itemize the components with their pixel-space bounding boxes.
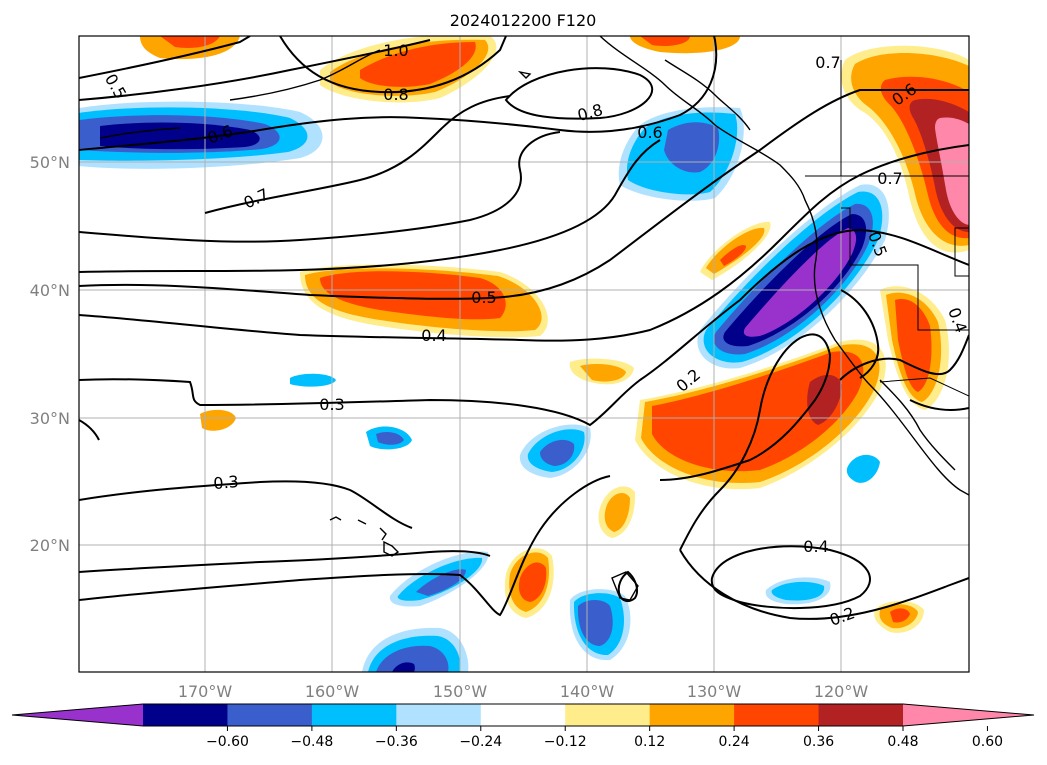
pos-blob-small-2b [580,364,626,382]
svg-text:0.5: 0.5 [471,288,496,307]
neg-blob-small-5c [416,569,466,596]
map-panel: 1.0 0.8 0.5 0.6 0.7 0.8 0.6 0.7 0.7 0.6 … [79,36,969,672]
colorbar-ticks: −0.60 −0.48 −0.36 −0.24 −0.12 0.12 0.24 0.36 0.4… [206,726,1003,750]
colorbar-tick-label: −0.12 [544,734,587,750]
colorbar-tick-label: −0.36 [375,734,418,750]
neg-blob-small-8d [392,662,415,672]
lon-label-120w: 120°W [814,682,869,701]
colorbar-extend-low [12,704,143,726]
pos-blob-ne-5 [935,117,969,225]
contour-label: 0.7 [815,53,840,72]
neg-blob-small-hi1 [290,373,336,387]
svg-text:0.4: 0.4 [421,326,446,345]
contour-label: 0.8 [383,85,408,104]
lon-label-140w: 140°W [560,682,615,701]
neg-blob-small-9b [771,581,825,601]
colorbar-segment [818,704,904,726]
pos-blob-baja-3 [895,299,932,392]
pos-blob-gulf-3 [360,42,476,87]
colorbar-segment [311,704,397,726]
lat-label-30n: 30°N [30,409,70,428]
contour-label: 0.3 [319,395,344,414]
svg-text:0.3: 0.3 [319,395,344,414]
svg-text:0.4: 0.4 [803,537,828,556]
colorbar-segment [143,704,228,726]
pos-blob-small-hi1 [200,409,236,431]
lat-label-50n: 50°N [30,153,70,172]
neg-blob-ca-5 [743,228,857,337]
svg-text:0.7: 0.7 [877,169,902,188]
neg-blob-small-3c [540,439,575,466]
contours [79,36,969,620]
neg-blob-small-hi2b [376,432,404,445]
colorbar-segment [565,704,651,726]
colorbar-tick-label: 0.24 [719,734,750,750]
contour-label: 0.4 [803,537,828,556]
contour-label: 0.7 [877,169,902,188]
anomaly-fills [79,36,969,672]
colorbar-segments [11,703,1035,727]
neg-blob-bc-3 [664,122,720,173]
pos-blob-small-10c [890,608,910,623]
colorbar-extend-high [903,704,1034,726]
pos-blob-small-1c [720,244,746,266]
colorbar-segment [734,704,820,726]
lon-label-160w: 160°W [305,682,360,701]
lon-label-150w: 150°W [433,682,488,701]
lon-label-130w: 130°W [687,682,742,701]
colorbar-tick-label: −0.60 [206,734,249,750]
figure-title: 2024012200 F120 [450,11,597,30]
colorbar-segment [649,704,735,726]
svg-text:0.8: 0.8 [383,85,408,104]
colorbar-tick-label: −0.48 [290,734,333,750]
colorbar-tick-label: 0.48 [887,734,918,750]
colorbar-tick-label: −0.24 [459,734,502,750]
coastlines [99,36,969,601]
neg-blob-small-11 [846,454,880,483]
longitude-labels: 170°W 160°W 150°W 140°W 130°W 120°W [178,682,869,701]
colorbar-tick-label: 0.36 [803,734,834,750]
colorbar-segment [227,704,313,726]
lon-label-170w: 170°W [178,682,233,701]
latitude-labels: 50°N 40°N 30°N 20°N [30,153,70,555]
contour-label: 0.5 [471,288,496,307]
svg-text:0.6: 0.6 [637,123,662,142]
pos-blob-sw-ca-4 [807,374,842,425]
neg-blob-small-8c [376,645,449,672]
colorbar-tick-label: 0.12 [634,734,665,750]
pos-blob-top-mid-2 [640,36,690,46]
map-frame [78,35,970,673]
pos-blob-sw-ca-3 [652,351,864,472]
contour-label: 0.4 [421,326,446,345]
pos-blob-small-6c [518,562,547,602]
neg-blob-nw-4 [100,122,260,150]
colorbar-tick-label: 0.60 [972,734,1003,750]
colorbar-outline [11,703,1035,727]
pos-blob-small-4b [604,493,630,532]
svg-text:1.0: 1.0 [383,41,408,60]
colorbar-segment [480,704,566,726]
lat-label-40n: 40°N [30,281,70,300]
lat-label-20n: 20°N [30,536,70,555]
pos-band-40n-3 [320,271,506,320]
contour-label: 0.3 [213,472,240,493]
contour-label: 0.6 [637,123,662,142]
svg-text:0.3: 0.3 [213,472,240,493]
contour-label: 1.0 [383,41,408,60]
colorbar-segment [396,704,482,726]
svg-text:0.7: 0.7 [815,53,840,72]
colorbar: −0.60 −0.48 −0.36 −0.24 −0.12 0.12 0.24 0.36 0.4… [11,703,1035,750]
